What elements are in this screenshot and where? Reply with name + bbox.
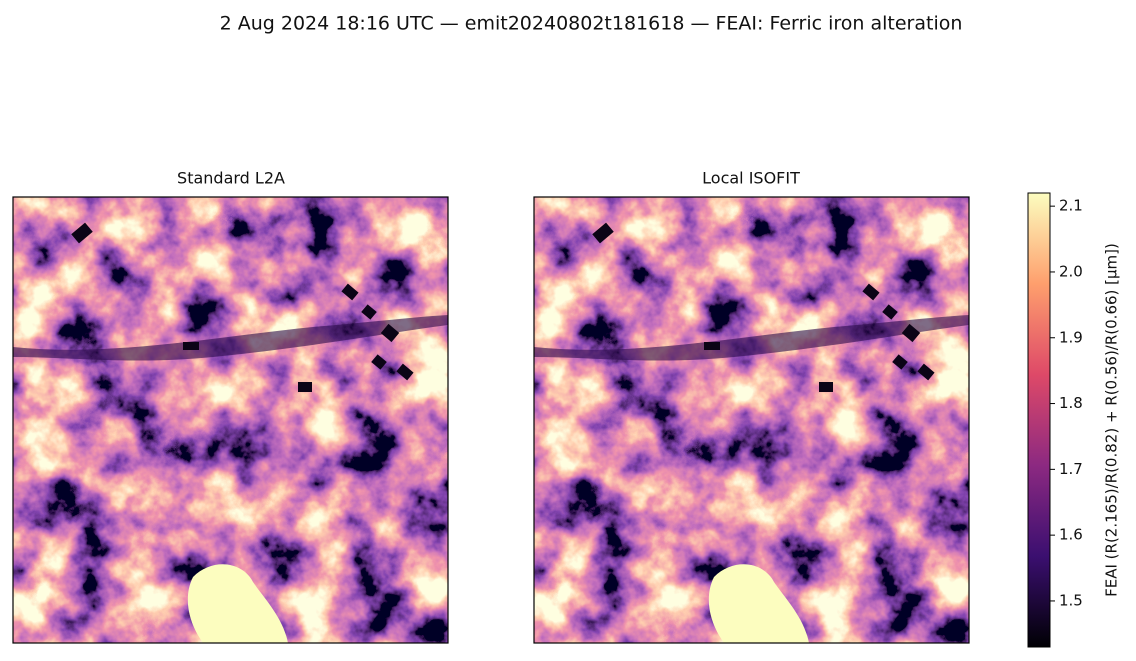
colorbar-tick-label: 2.0 — [1059, 262, 1083, 280]
panel-frame — [533, 196, 970, 644]
figure-title: 2 Aug 2024 18:16 UTC — emit20240802t1816… — [220, 13, 963, 35]
panel-frame — [12, 196, 449, 644]
raster-image — [13, 197, 448, 643]
colorbar-tick-label: 1.5 — [1059, 591, 1083, 609]
colorbar-tick-label: 1.6 — [1059, 526, 1083, 544]
colorbar-tick-label: 1.8 — [1059, 394, 1083, 412]
raster-image — [534, 197, 969, 643]
colorbar-label: FEAI (R(2.165)/R(0.82) + R(0.56)/R(0.66)… — [1103, 243, 1121, 597]
colorbar — [1027, 192, 1051, 648]
colorbar-tick-label: 1.9 — [1059, 328, 1083, 346]
colorbar-tick-label: 1.7 — [1059, 460, 1083, 478]
colorbar-tick-label: 2.1 — [1059, 197, 1083, 215]
panel-title: Standard L2A — [177, 169, 285, 188]
panel-title: Local ISOFIT — [702, 169, 800, 188]
